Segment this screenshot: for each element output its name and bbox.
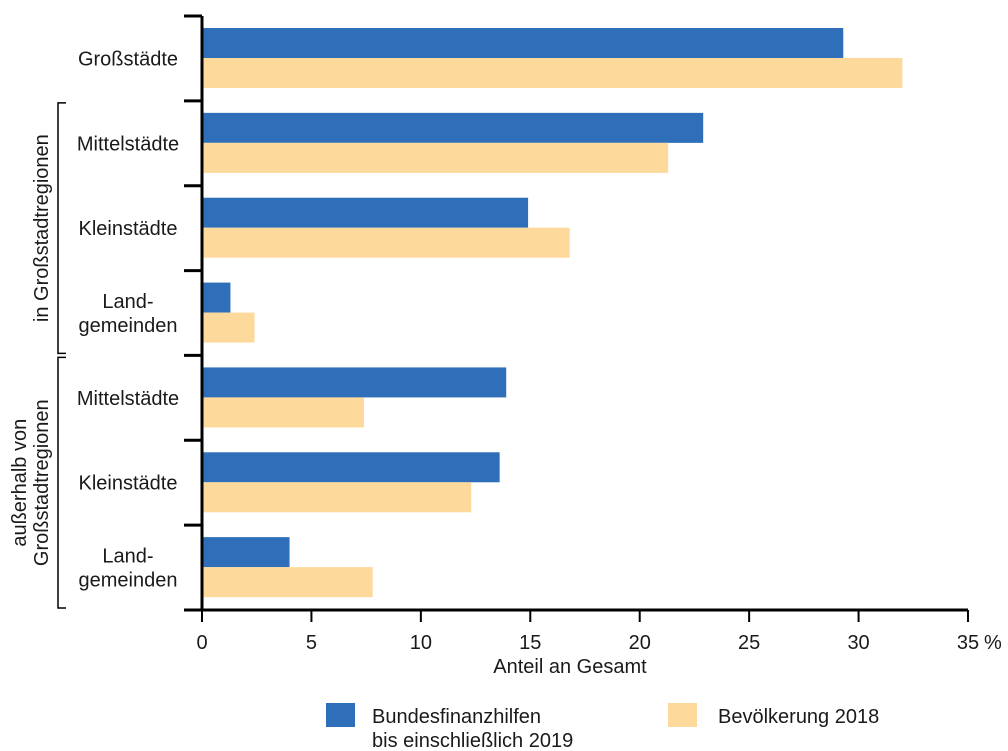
legend-label-2: Bevölkerung 2018 [718,706,879,728]
labels-layer: 0 5 10 15 20 25 30 35 % Anteil an Gesamt Großstädt… [9,48,1002,678]
bar-series-2-cat-6 [202,482,472,513]
bar-series-1-cat-3 [202,197,529,228]
category-label-line: gemeinden [79,315,178,337]
bar-series-1-cat-5 [202,367,507,398]
x-tick-label-15: 15 [519,632,541,654]
group-label-line: Großstadtregionen [31,399,53,566]
x-tick-label-25: 25 [738,632,760,654]
x-tick-label-10: 10 [410,632,432,654]
category-label-2: Mittelstädte [77,133,179,155]
group-bracket-2 [57,356,66,609]
bar-series-1-cat-7 [202,537,290,568]
legend-label-1: Bundesfinanzhilfen bis einschließlich 201… [372,706,573,751]
category-label-line: Land- [102,546,153,568]
bar-series-1-cat-4 [202,282,231,313]
bar-series-2-cat-7 [202,567,373,598]
category-label-line: Land- [102,291,153,313]
x-tick-label-5: 5 [306,632,317,654]
bar-series-2-cat-2 [202,142,669,173]
bar-series-2-cat-5 [202,397,364,428]
x-tick-label-20: 20 [629,632,651,654]
category-label-line: Großstädte [78,48,178,70]
category-label-line: gemeinden [79,570,178,592]
category-label-line: Mittelstädte [77,133,179,155]
category-label-3: Kleinstädte [79,218,178,240]
group-label-2: außerhalb vonGroßstadtregionen [9,399,53,566]
x-tick-label-30: 30 [847,632,869,654]
legend-swatch-2 [668,703,697,727]
bar-series-2-cat-3 [202,227,570,258]
legend-label-line: Bevölkerung 2018 [718,706,879,728]
bar-series-1-cat-2 [202,112,704,143]
legend-label-line: bis einschließlich 2019 [372,730,573,751]
category-label-6: Kleinstädte [79,473,178,495]
category-label-5: Mittelstädte [77,388,179,410]
bars-layer [202,28,903,598]
group-label-line: außerhalb von [9,419,31,547]
legend-swatch-1 [326,703,355,727]
x-tick-label-0: 0 [196,632,207,654]
x-axis-title: Anteil an Gesamt [493,656,647,678]
category-label-line: Kleinstädte [79,218,178,240]
category-label-line: Mittelstädte [77,388,179,410]
bar-series-1-cat-6 [202,452,500,483]
x-unit-label: % [984,632,1002,654]
category-label-4: Land-gemeinden [79,291,178,337]
legend: Bundesfinanzhilfen bis einschließlich 201… [326,703,879,751]
category-label-line: Kleinstädte [79,473,178,495]
bar-series-2-cat-4 [202,312,255,343]
axes-layer [57,14,969,622]
group-bracket-1 [57,102,66,355]
legend-label-line: Bundesfinanzhilfen [372,706,541,728]
category-label-7: Land-gemeinden [79,546,178,592]
bar-series-2-cat-1 [202,58,903,88]
x-tick-label-35: 35 [957,632,979,654]
category-label-1: Großstädte [78,48,178,70]
group-label-line: in Großstadtregionen [31,134,53,322]
group-label-1: in Großstadtregionen [31,134,53,322]
bar-series-1-cat-1 [202,28,844,58]
